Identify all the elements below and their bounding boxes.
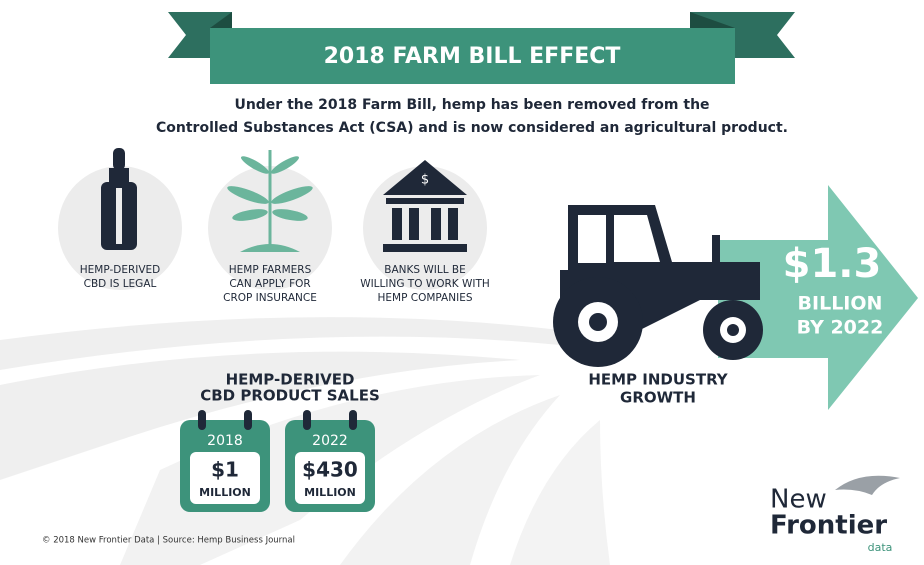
effect-label: HEMP-DERIVED <box>80 264 161 276</box>
banner-title: 2018 FARM BILL EFFECT <box>324 44 621 69</box>
intro-line: Under the 2018 Farm Bill, hemp has been … <box>234 97 709 113</box>
tractor <box>553 205 763 367</box>
sales-title: CBD PRODUCT SALES <box>200 387 380 405</box>
effect-label: CAN APPLY FOR <box>229 278 310 290</box>
effect-label: BANKS WILL BE <box>384 264 465 276</box>
effect-insurance: HEMP FARMERS CAN APPLY FOR CROP INSURANC… <box>208 150 332 304</box>
effect-banks-part <box>392 208 402 240</box>
effect-label: CROP INSURANCE <box>223 292 317 304</box>
effect-banks: $ BANKS WILL BE WILLING TO WORK WITH HEM… <box>360 160 490 304</box>
effect-cbd-part <box>109 168 129 182</box>
calendar: 2018 $1 MILLION <box>180 410 270 512</box>
logo: New Frontier data <box>770 476 900 554</box>
effect-banks-part <box>448 208 458 240</box>
growth-label: GROWTH <box>620 389 696 407</box>
infographic: 2018 FARM BILL EFFECT Under the 2018 Far… <box>0 0 924 565</box>
banner: 2018 FARM BILL EFFECT <box>168 12 795 84</box>
effect-label: CBD IS LEGAL <box>84 278 157 290</box>
calendar-amount: $1 <box>211 458 239 482</box>
calendar: 2022 $430 MILLION <box>285 410 375 512</box>
calendar-part <box>349 410 357 430</box>
tractor-part <box>578 215 606 263</box>
intro-line: Controlled Substances Act (CSA) and is n… <box>156 120 788 136</box>
growth-year: BY 2022 <box>797 317 884 339</box>
bank-symbol: $ <box>421 173 429 188</box>
tractor-part <box>712 235 720 263</box>
footer: © 2018 New Frontier Data | Source: Hemp … <box>42 536 295 546</box>
tractor-part <box>589 313 607 331</box>
growth-unit: BILLION <box>798 293 883 315</box>
growth-label: HEMP INDUSTRY <box>588 371 728 389</box>
effect-banks-part <box>386 198 464 204</box>
effect-cbd-part <box>116 188 122 244</box>
effect-label: WILLING TO WORK WITH <box>360 278 490 290</box>
logo-part <box>835 476 900 495</box>
tractor-part <box>672 322 700 325</box>
field-part <box>510 420 610 565</box>
effect-banks-part <box>409 208 419 240</box>
calendar-amount: $430 <box>302 458 358 482</box>
calendar-unit: MILLION <box>304 486 356 499</box>
calendar-part <box>244 410 252 430</box>
effect-cbd: HEMP-DERIVED CBD IS LEGAL <box>58 148 182 290</box>
calendar-part <box>198 410 206 430</box>
logo-text: Frontier <box>770 511 887 541</box>
tractor-part <box>727 324 739 336</box>
logo-text: data <box>868 541 893 554</box>
effect-label: HEMP FARMERS <box>229 264 312 276</box>
calendar-year: 2022 <box>312 433 348 449</box>
calendar-unit: MILLION <box>199 486 251 499</box>
calendar-part <box>303 410 311 430</box>
effect-banks-part <box>383 244 467 252</box>
effect-banks-part <box>431 208 441 240</box>
growth-amount: $1.3 <box>783 241 882 287</box>
page: 2018 FARM BILL EFFECT Under the 2018 Far… <box>0 0 924 565</box>
effect-label: HEMP COMPANIES <box>377 292 472 304</box>
calendar-year: 2018 <box>207 433 243 449</box>
effect-cbd-part <box>113 148 125 170</box>
